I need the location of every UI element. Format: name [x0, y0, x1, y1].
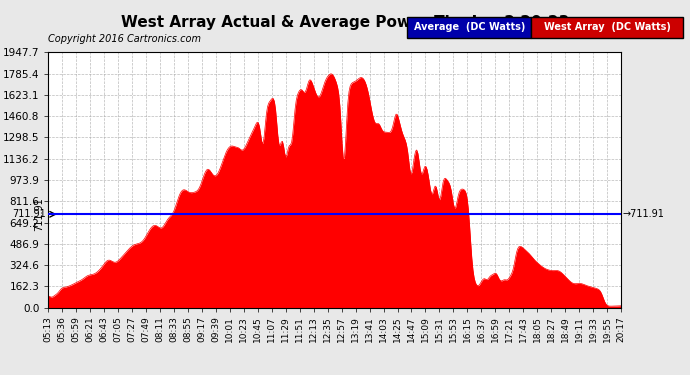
Text: Average  (DC Watts): Average (DC Watts): [413, 22, 525, 32]
Text: West Array  (DC Watts): West Array (DC Watts): [544, 22, 671, 32]
Text: Copyright 2016 Cartronics.com: Copyright 2016 Cartronics.com: [48, 34, 201, 44]
Text: West Array Actual & Average Power Thu Jun 2 20:23: West Array Actual & Average Power Thu Ju…: [121, 15, 569, 30]
Text: 711.91: 711.91: [34, 197, 44, 231]
Text: 711.91: 711.91: [12, 209, 46, 219]
Text: →711.91: →711.91: [623, 209, 664, 219]
